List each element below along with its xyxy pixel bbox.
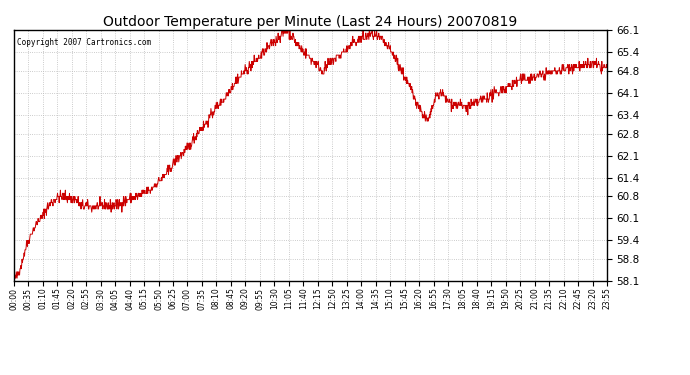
Text: Copyright 2007 Cartronics.com: Copyright 2007 Cartronics.com [17,38,151,46]
Title: Outdoor Temperature per Minute (Last 24 Hours) 20070819: Outdoor Temperature per Minute (Last 24 … [104,15,518,29]
